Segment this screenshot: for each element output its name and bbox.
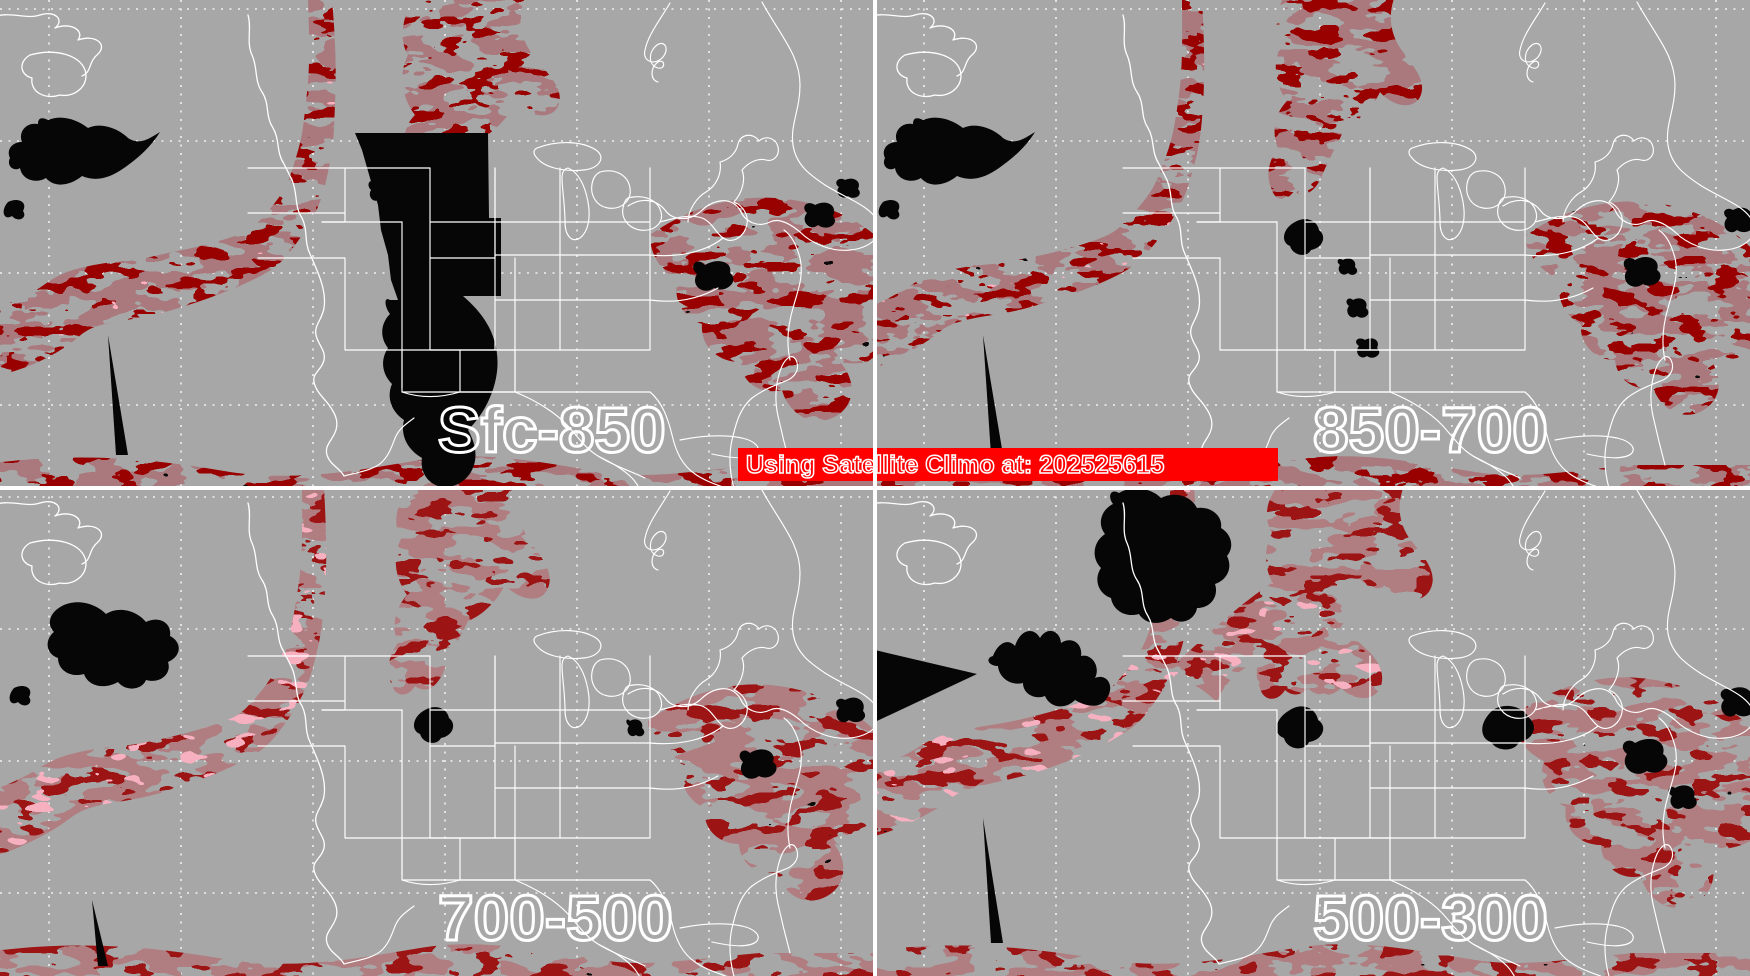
svg-text:700-500: 700-500 — [438, 882, 673, 954]
svg-text:500-300: 500-300 — [1313, 882, 1548, 954]
svg-text:850-700: 850-700 — [1313, 394, 1548, 466]
svg-text:Sfc-850: Sfc-850 — [438, 394, 666, 466]
